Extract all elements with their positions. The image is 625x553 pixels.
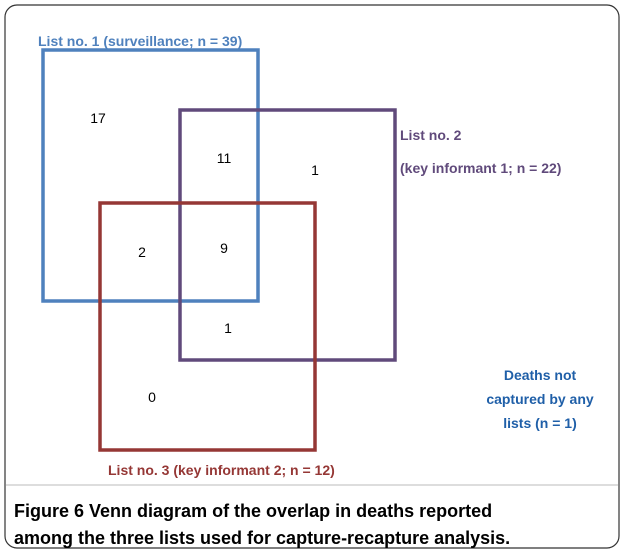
set-label: List no. 1 (surveillance; n = 39) [38, 33, 242, 49]
region-count: 1 [311, 162, 319, 178]
set-label: List no. 2 [400, 127, 462, 143]
caption-text: Venn diagram of the overlap in deaths re… [89, 501, 492, 521]
set-3-square [98, 201, 317, 452]
note: lists (n = 1) [503, 415, 577, 431]
note: Deaths not [504, 367, 577, 383]
set-label: (key informant 1; n = 22) [400, 160, 561, 176]
note: captured by any [486, 391, 594, 407]
caption-text: among the three lists used for capture-r… [14, 528, 510, 548]
region-count: 0 [148, 389, 156, 405]
region-count: 1 [224, 320, 232, 336]
region-count: 2 [138, 244, 146, 260]
figure-frame [4, 4, 620, 549]
caption-label: Figure 6 [14, 501, 84, 521]
caption: Figure 6 Venn diagram of the overlap in … [14, 501, 492, 521]
region-count: 17 [90, 110, 106, 126]
set-label: List no. 3 (key informant 2; n = 12) [108, 462, 335, 478]
region-count: 11 [217, 150, 232, 166]
set-2-square [178, 108, 397, 362]
region-count: 9 [220, 240, 228, 256]
set-1-square [41, 48, 260, 303]
